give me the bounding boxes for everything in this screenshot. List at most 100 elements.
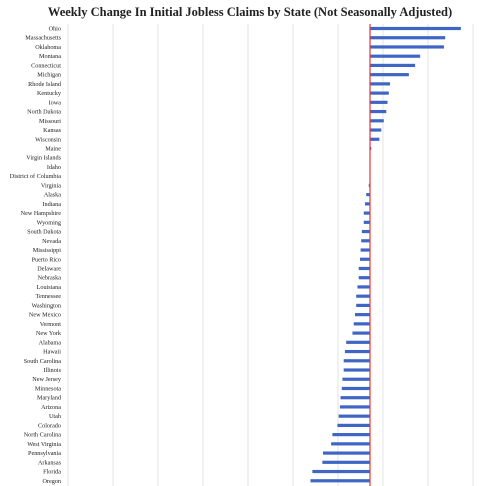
category-label: South Carolina bbox=[24, 358, 62, 365]
category-label: New Jersey bbox=[32, 376, 62, 383]
bar bbox=[370, 45, 444, 49]
category-label: New Hampshire bbox=[21, 210, 62, 217]
category-label: Florida bbox=[43, 469, 61, 476]
category-label: Iowa bbox=[49, 99, 62, 106]
category-label: Connecticut bbox=[31, 62, 61, 69]
category-label: Alabama bbox=[39, 339, 62, 346]
bar bbox=[332, 433, 370, 437]
category-label: Oklahoma bbox=[35, 44, 61, 51]
bar bbox=[331, 442, 370, 446]
bar bbox=[370, 36, 446, 40]
bar bbox=[338, 414, 370, 418]
category-label: Massachusetts bbox=[25, 35, 61, 42]
category-label: Indiana bbox=[42, 201, 61, 208]
category-label: Kansas bbox=[43, 127, 61, 134]
category-label: Missouri bbox=[39, 118, 61, 125]
category-label: Vermont bbox=[40, 321, 62, 328]
bar bbox=[354, 313, 370, 317]
bar bbox=[360, 248, 370, 252]
bar bbox=[363, 220, 370, 224]
category-label: Arkansas bbox=[38, 459, 62, 466]
bar bbox=[339, 405, 370, 409]
category-label: Maine bbox=[45, 145, 61, 152]
gridlines bbox=[67, 24, 474, 486]
category-label: New York bbox=[36, 330, 62, 337]
bar bbox=[342, 377, 370, 381]
bar bbox=[370, 82, 391, 86]
category-label: Illinois bbox=[43, 367, 61, 374]
category-label: Nevada bbox=[42, 238, 61, 245]
bar bbox=[370, 137, 380, 141]
category-label: Alaska bbox=[44, 192, 61, 199]
bar bbox=[343, 359, 370, 363]
bar bbox=[370, 54, 421, 58]
bar bbox=[337, 423, 370, 427]
bar bbox=[359, 257, 370, 261]
bar bbox=[358, 276, 370, 280]
bars bbox=[310, 26, 461, 483]
bar bbox=[370, 109, 387, 114]
bar bbox=[370, 119, 384, 123]
category-label: South Dakota bbox=[27, 229, 61, 236]
category-label: Nebraska bbox=[38, 275, 62, 282]
category-label: Pennsylvania bbox=[28, 450, 61, 457]
category-label: Colorado bbox=[38, 422, 61, 429]
chart-title: Weekly Change In Initial Jobless Claims … bbox=[48, 5, 452, 19]
bar bbox=[343, 368, 370, 372]
bar bbox=[352, 331, 370, 335]
bar bbox=[361, 239, 370, 243]
category-label: Delaware bbox=[37, 265, 61, 272]
bar bbox=[310, 479, 370, 483]
category-label: Oregon bbox=[42, 478, 61, 485]
category-label: Virgin Islands bbox=[26, 155, 61, 162]
category-label: New Mexico bbox=[29, 312, 61, 319]
category-label: Arizona bbox=[41, 404, 61, 411]
bar bbox=[346, 340, 370, 344]
category-label: Puerto Rico bbox=[32, 256, 61, 263]
category-label: Wyoming bbox=[37, 219, 61, 226]
bar bbox=[357, 285, 370, 289]
category-label: Michigan bbox=[37, 72, 61, 79]
bar bbox=[366, 193, 370, 197]
bar bbox=[370, 26, 461, 31]
bar bbox=[344, 349, 370, 354]
bar bbox=[323, 451, 370, 455]
category-label: West Virginia bbox=[27, 441, 61, 448]
bar bbox=[358, 266, 370, 271]
category-label: Virginia bbox=[41, 182, 61, 189]
category-label: Washington bbox=[32, 302, 61, 309]
bar bbox=[340, 396, 370, 400]
bar bbox=[353, 322, 370, 326]
bar bbox=[368, 183, 370, 188]
category-label: Kentucky bbox=[37, 90, 62, 97]
category-label: Rhode Island bbox=[28, 81, 62, 88]
category-label: Idaho bbox=[47, 164, 61, 171]
bar bbox=[341, 386, 370, 391]
bar bbox=[363, 211, 370, 215]
bar bbox=[370, 63, 416, 68]
category-label: North Carolina bbox=[24, 432, 62, 439]
bar bbox=[370, 73, 409, 77]
bar bbox=[370, 128, 382, 132]
bar bbox=[356, 294, 370, 298]
bar bbox=[370, 100, 388, 104]
bar bbox=[356, 303, 370, 307]
category-label: Tennessee bbox=[36, 293, 62, 300]
category-labels: Ohio Massachusetts Oklahoma Montana Connecti… bbox=[10, 26, 62, 485]
category-label: Hawaii bbox=[43, 349, 61, 356]
bar bbox=[370, 146, 372, 151]
category-label: Louisiana bbox=[37, 284, 62, 291]
category-label: Mississippi bbox=[33, 247, 61, 254]
category-label: Wisconsin bbox=[35, 136, 61, 143]
category-label: District of Columbia bbox=[10, 173, 61, 180]
bar bbox=[361, 229, 370, 234]
category-label: Montana bbox=[39, 53, 61, 60]
bar bbox=[312, 469, 370, 474]
category-label: Ohio bbox=[49, 26, 61, 33]
category-label: Maryland bbox=[37, 395, 62, 402]
category-label: Minnesota bbox=[35, 385, 61, 392]
bar bbox=[364, 202, 370, 206]
bar bbox=[370, 91, 389, 95]
category-label: North Dakota bbox=[27, 109, 61, 116]
